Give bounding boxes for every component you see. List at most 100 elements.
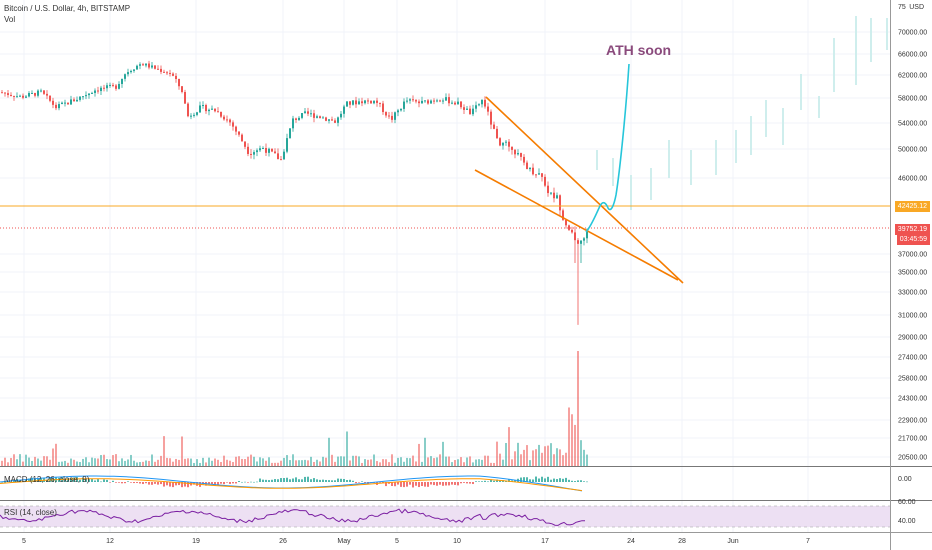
ath-annotation[interactable]: ATH soon xyxy=(606,42,672,58)
candle-body xyxy=(88,93,90,96)
macd-histogram-bar xyxy=(490,479,492,482)
volume-bar xyxy=(28,457,30,466)
price-axis-labels[interactable]: 70000.00 66000.00 62000.00 58000.00 54000.00… xyxy=(898,30,927,462)
macd-histogram-bar xyxy=(250,481,252,483)
price-tick-label: 66000.00 xyxy=(898,52,927,59)
volume-bar xyxy=(250,454,252,466)
price-pane[interactable] xyxy=(0,0,890,466)
volume-bar xyxy=(427,457,429,466)
volume-bar xyxy=(526,445,528,466)
macd-histogram-bar xyxy=(325,479,327,482)
candle-body xyxy=(343,106,345,114)
volume-bar xyxy=(520,454,522,466)
macd-histogram-bar xyxy=(127,481,129,482)
volume-bar xyxy=(169,458,171,466)
candle-body xyxy=(484,99,486,107)
candle-body xyxy=(568,225,570,230)
volume-bar xyxy=(295,460,297,466)
macd-histogram-bar xyxy=(541,476,543,482)
candle-body xyxy=(121,78,123,84)
macd-histogram-bar xyxy=(85,479,87,482)
macd-histogram-bar xyxy=(124,482,126,484)
candle-body xyxy=(511,146,513,150)
candle-body xyxy=(529,167,531,170)
candle-body xyxy=(373,100,375,104)
candle-body xyxy=(292,118,294,129)
projection-bar xyxy=(782,108,784,145)
projection-bar xyxy=(800,74,802,110)
macd-histogram-bar xyxy=(271,479,273,482)
volume-bar xyxy=(430,456,432,466)
volume-bar xyxy=(127,459,129,466)
volume-bar xyxy=(289,460,291,466)
macd-histogram-bar xyxy=(76,477,78,482)
macd-histogram-bar xyxy=(214,482,216,486)
macd-histogram-bar xyxy=(289,479,291,482)
volume-bar xyxy=(559,449,561,466)
macd-axis-value: 0.00 xyxy=(898,476,912,483)
volume-bar xyxy=(40,460,42,466)
macd-histogram-bar xyxy=(568,479,570,482)
volume-bar xyxy=(142,461,144,466)
candle-body xyxy=(190,115,192,117)
candle-body xyxy=(7,93,9,95)
price-tick-label: 33000.00 xyxy=(898,290,927,297)
candle-body xyxy=(349,101,351,105)
volume-bar xyxy=(196,459,198,466)
macd-histogram-bar xyxy=(424,482,426,487)
macd-histogram-bar xyxy=(265,479,267,482)
volume-bar xyxy=(325,457,327,466)
candle-body xyxy=(394,112,396,120)
macd-histogram-bar xyxy=(118,482,120,483)
volume-bar xyxy=(451,462,453,466)
wedge-lower-line xyxy=(474,169,679,281)
time-axis-labels[interactable]: 5 12 19 26 May 5 10 17 24 28 Jun 7 xyxy=(22,538,810,545)
macd-histogram-bar xyxy=(148,482,150,485)
price-tick-label: 21700.00 xyxy=(898,436,927,443)
volume-bar xyxy=(232,462,234,466)
macd-histogram-bar xyxy=(430,482,432,485)
rsi-series xyxy=(0,505,890,528)
macd-histogram-bar xyxy=(43,477,45,482)
macd-histogram-bar xyxy=(115,482,117,483)
macd-histogram-bar xyxy=(298,479,300,482)
candle-body xyxy=(412,99,414,101)
currency-label[interactable]: USD xyxy=(909,4,924,11)
macd-histogram-bar xyxy=(379,482,381,483)
volume-bar xyxy=(43,456,45,466)
macd-histogram-bar xyxy=(328,480,330,482)
macd-histogram-bar xyxy=(475,481,477,482)
candle-body xyxy=(82,96,84,98)
macd-histogram-bar xyxy=(439,482,441,485)
volume-bar xyxy=(277,462,279,466)
macd-histogram-bar xyxy=(106,479,108,482)
candle-body xyxy=(553,192,555,199)
volume-bar xyxy=(556,448,558,466)
volume-bar xyxy=(154,461,156,466)
candle-body xyxy=(106,85,108,89)
macd-histogram-bar xyxy=(478,481,480,482)
macd-histogram-bar xyxy=(391,482,393,486)
volume-bar xyxy=(286,455,288,466)
volume-bar xyxy=(307,460,309,466)
rsi-axis-high: 60.00 xyxy=(898,499,916,506)
volume-bar xyxy=(298,460,300,466)
candle-body xyxy=(28,93,30,97)
candle-body xyxy=(268,148,270,153)
macd-histogram-bar xyxy=(172,482,174,488)
volume-bar xyxy=(487,455,489,466)
candle-body xyxy=(67,102,69,105)
candle-body xyxy=(331,119,333,121)
macd-histogram-bar xyxy=(238,480,240,482)
volume-bar xyxy=(151,454,153,466)
macd-histogram-bar xyxy=(355,482,357,484)
candle-body xyxy=(223,116,225,120)
projection-bar xyxy=(870,18,872,62)
candle-body xyxy=(220,112,222,117)
candle-body xyxy=(355,100,357,105)
projection-bar xyxy=(735,130,737,163)
macd-histogram-bar xyxy=(445,482,447,486)
macd-histogram-bar xyxy=(211,482,213,485)
time-tick-label: 17 xyxy=(541,538,549,545)
